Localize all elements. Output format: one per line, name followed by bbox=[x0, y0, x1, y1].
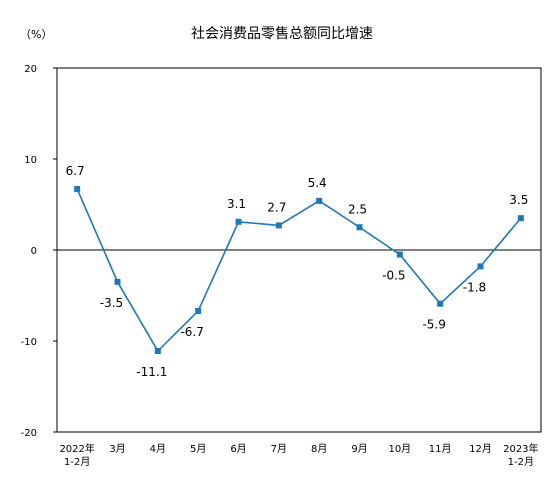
x-tick-line: 5月 bbox=[190, 443, 206, 455]
data-point bbox=[316, 197, 323, 204]
x-tick-label: 12月 bbox=[469, 443, 492, 455]
data-label: -5.9 bbox=[422, 318, 445, 332]
x-tick-line: 9月 bbox=[351, 443, 367, 455]
data-point bbox=[517, 215, 524, 222]
series-line bbox=[76, 188, 522, 353]
x-tick-line: 8月 bbox=[311, 443, 327, 455]
x-tick-line: 12月 bbox=[469, 443, 492, 455]
x-tick-label: 5月 bbox=[190, 443, 206, 455]
x-tick-line: 1-2月 bbox=[64, 456, 90, 468]
data-label: 2.5 bbox=[348, 202, 367, 216]
chart-title: 社会消费品零售总额同比增速 bbox=[191, 26, 373, 42]
y-axis-unit: （%） bbox=[20, 28, 52, 41]
x-tick-line: 10月 bbox=[388, 443, 411, 455]
data-label: 2.7 bbox=[267, 200, 286, 214]
data-labels: 6.7 -3.5 -11.1 -6.7 3.1 2.7 5.4 2.5 -0.5 -5.9 -1.8… bbox=[66, 164, 529, 379]
y-tick-label: 10 bbox=[24, 155, 37, 166]
x-tick-label: 9月 bbox=[351, 443, 367, 455]
x-tick-line: 3月 bbox=[109, 443, 125, 455]
x-tick-label: 6月 bbox=[230, 443, 246, 455]
data-point bbox=[437, 300, 444, 307]
x-tick-line: 2022年 bbox=[59, 442, 94, 455]
x-tick-line: 4月 bbox=[150, 443, 166, 455]
axes bbox=[53, 67, 542, 433]
x-tick-label: 11月 bbox=[429, 443, 452, 455]
data-point bbox=[114, 278, 121, 285]
x-tick-label: 2023年 1-2月 bbox=[503, 442, 538, 468]
data-point bbox=[275, 222, 282, 229]
data-point bbox=[74, 186, 81, 193]
data-label: 3.1 bbox=[227, 197, 246, 211]
data-point bbox=[235, 218, 242, 225]
data-label: 5.4 bbox=[308, 176, 327, 190]
x-tick-label: 4月 bbox=[150, 443, 166, 455]
x-tick-line: 7月 bbox=[271, 443, 287, 455]
data-point bbox=[154, 348, 161, 355]
data-label: -0.5 bbox=[382, 269, 405, 283]
data-label: -11.1 bbox=[136, 365, 167, 379]
data-label: 3.5 bbox=[509, 193, 528, 207]
x-tick-label: 10月 bbox=[388, 443, 411, 455]
x-tick-label: 3月 bbox=[109, 443, 125, 455]
x-tick-line: 11月 bbox=[429, 443, 452, 455]
data-label: -3.5 bbox=[100, 296, 123, 310]
data-point bbox=[356, 224, 363, 231]
data-label: -6.7 bbox=[180, 325, 203, 339]
data-label: -1.8 bbox=[463, 280, 486, 294]
data-point bbox=[396, 251, 403, 258]
x-tick-label: 7月 bbox=[271, 443, 287, 455]
y-tick-label: -10 bbox=[21, 337, 37, 348]
data-point bbox=[195, 307, 202, 314]
x-tick-line: 2023年 bbox=[503, 442, 538, 455]
y-tick-label: 20 bbox=[24, 64, 37, 75]
y-tick-label: -20 bbox=[21, 428, 37, 439]
x-tick-label: 8月 bbox=[311, 443, 327, 455]
series bbox=[74, 186, 524, 355]
y-tick-label: 0 bbox=[31, 246, 37, 257]
data-point bbox=[477, 263, 484, 270]
x-tick-label: 2022年 1-2月 bbox=[59, 442, 94, 468]
x-tick-line: 6月 bbox=[230, 443, 246, 455]
x-tick-line: 1-2月 bbox=[508, 456, 534, 468]
data-label: 6.7 bbox=[66, 164, 85, 178]
